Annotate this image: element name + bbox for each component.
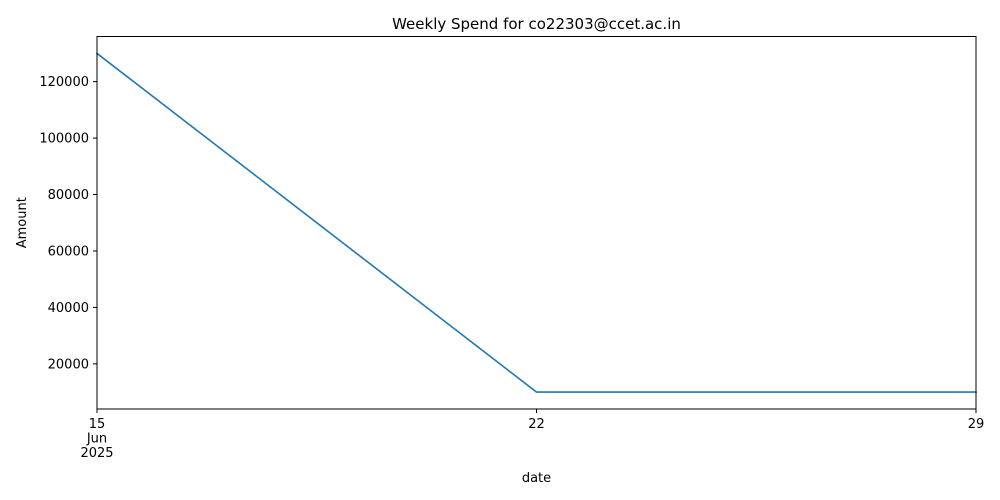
series-line [95, 52, 977, 393]
x-axis-label: date [522, 471, 551, 486]
plot-frame [96, 36, 977, 410]
y-tick-label: 100000 [39, 132, 89, 147]
y-tick-label: 20000 [48, 357, 89, 372]
chart-title: Weekly Spend for co22303@ccet.ac.in [392, 15, 681, 33]
y-tick-label: 60000 [48, 244, 89, 259]
x-tick-label: Jun [86, 432, 107, 447]
y-tick-label: 80000 [48, 188, 89, 203]
x-tick-label: 2025 [80, 446, 113, 461]
y-tick-label: 40000 [48, 301, 89, 316]
x-tick-label: 22 [528, 417, 545, 432]
y-axis-label: Amount [15, 197, 30, 248]
y-axis-ticks: 20000 40000 60000 80000 100000 120000 [39, 75, 97, 372]
x-tick-label: 29 [968, 417, 985, 432]
plot-area [95, 52, 977, 393]
x-tick-label: 15 [89, 417, 106, 432]
y-tick-label: 120000 [39, 75, 89, 90]
